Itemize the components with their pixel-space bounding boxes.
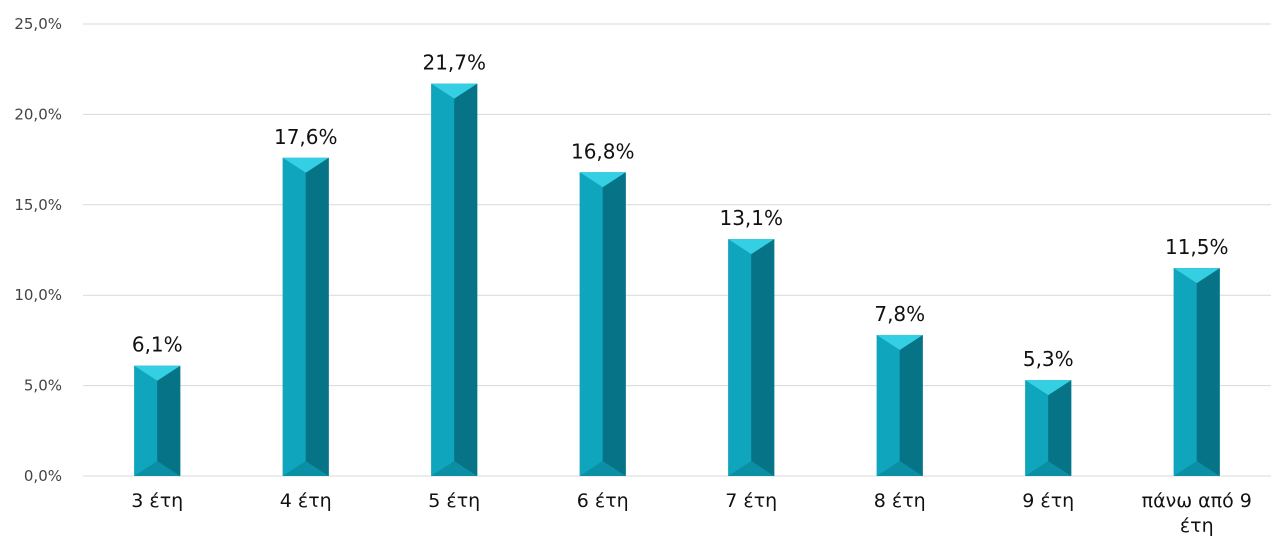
bar-right-face <box>1196 268 1220 476</box>
data-label: 13,1% <box>719 206 783 230</box>
y-tick-label: 0,0% <box>24 467 62 485</box>
bar-right-face <box>1048 380 1072 476</box>
data-label: 21,7% <box>422 51 486 75</box>
bar-right-face <box>305 157 329 477</box>
bar-right-face <box>157 365 181 476</box>
bar-top-face <box>134 365 181 381</box>
data-label: 5,3% <box>1023 347 1074 371</box>
bars <box>134 83 1220 477</box>
data-labels: 6,1% 17,6% 21,7% 16,8% 13,1% 7,8% 5,3% 11,5% <box>132 51 1229 372</box>
bar-top-face <box>282 157 329 173</box>
bar-left-face <box>134 365 158 476</box>
bar-top-face <box>728 239 775 255</box>
bar <box>431 83 478 476</box>
y-tick-label: 10,0% <box>14 286 62 304</box>
bar-left-face <box>1173 268 1197 476</box>
bar-top-face <box>876 334 923 350</box>
data-label: 16,8% <box>571 139 635 163</box>
y-tick-label: 20,0% <box>14 105 62 123</box>
category-label: 4 έτη <box>280 490 332 512</box>
y-tick-label: 25,0% <box>14 15 62 33</box>
bar-right-face <box>899 334 923 476</box>
bar-left-face <box>282 157 306 477</box>
bar-left-face <box>876 334 900 476</box>
category-label: 3 έτη <box>131 490 183 512</box>
category-label: 5 έτη <box>428 490 480 512</box>
bar <box>1173 268 1220 476</box>
bar-left-face <box>1025 380 1049 476</box>
bar <box>134 365 181 476</box>
bar-right-face <box>751 239 775 476</box>
data-label: 7,8% <box>874 302 925 326</box>
bar <box>579 172 626 477</box>
category-label: 8 έτη <box>874 490 926 512</box>
bar <box>728 239 775 476</box>
bar-top-face <box>431 83 478 99</box>
gridlines <box>83 23 1271 477</box>
category-label: πάνω από 9 έτη <box>1142 490 1252 537</box>
bar-right-face <box>602 172 626 477</box>
data-label: 17,6% <box>274 125 338 149</box>
bar-left-face <box>431 83 455 476</box>
bar <box>876 334 923 476</box>
bar <box>1025 380 1072 476</box>
category-label: 7 έτη <box>725 490 777 512</box>
data-label: 11,5% <box>1165 235 1229 259</box>
bar-top-face <box>1025 380 1072 396</box>
y-tick-label: 15,0% <box>14 196 62 214</box>
bar <box>282 157 329 477</box>
category-label: 9 έτη <box>1022 490 1074 512</box>
category-labels: 3 έτη 4 έτη 5 έτη 6 έτη 7 έτη 8 έτη 9 έτη πάνω … <box>131 490 1252 537</box>
bar-left-face <box>728 239 752 476</box>
bar-top-face <box>1173 268 1220 284</box>
bar-right-face <box>454 83 478 476</box>
y-tick-label: 5,0% <box>24 377 62 395</box>
bar-top-face <box>579 172 626 188</box>
y-axis-tick-labels: 0,0% 5,0% 10,0% 15,0% 20,0% 25,0% <box>14 15 62 485</box>
data-label: 6,1% <box>132 333 183 357</box>
category-label: 6 έτη <box>577 490 629 512</box>
bar-left-face <box>579 172 603 477</box>
